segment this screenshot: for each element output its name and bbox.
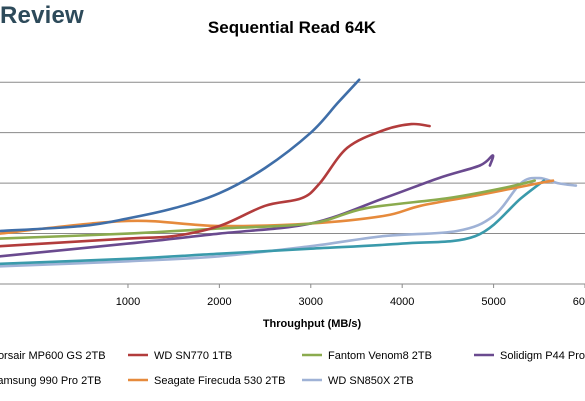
series-line-3 (0, 154, 495, 258)
series-line-4 (0, 179, 546, 266)
chart-title: Sequential Read 64K (208, 18, 377, 37)
legend-label: Seagate Firecuda 530 2TB (154, 375, 285, 387)
legend-label: Samsung 990 Pro 2TB (0, 375, 101, 387)
series-line-1 (0, 122, 431, 248)
x-tick-label: 5000 (481, 296, 505, 308)
x-tick-label: 3000 (299, 296, 323, 308)
x-ticks: 1000 2000 3000 4000 5000 6000 (116, 284, 585, 308)
series-lines (0, 78, 578, 268)
legend-label: Solidigm P44 Pro (500, 350, 585, 362)
x-tick-label: 4000 (390, 296, 414, 308)
x-tick-label: 1000 (116, 296, 140, 308)
legend-label: WD SN850X 2TB (328, 375, 414, 387)
legend-label: Fantom Venom8 2TB (328, 350, 432, 362)
x-tick-label: 6000 (573, 296, 585, 308)
x-axis-label: Throughput (MB/s) (263, 318, 362, 330)
series-line-0 (0, 78, 361, 233)
legend-label: Corsair MP600 GS 2TB (0, 350, 106, 362)
series-line-2 (0, 179, 536, 240)
legend: Corsair MP600 GS 2TB WD SN770 1TB Fantom V… (0, 350, 585, 387)
series-line-6 (0, 176, 578, 268)
brand-logo-text: Review (0, 2, 84, 29)
x-tick-label: 2000 (207, 296, 231, 308)
legend-label: WD SN770 1TB (154, 350, 232, 362)
